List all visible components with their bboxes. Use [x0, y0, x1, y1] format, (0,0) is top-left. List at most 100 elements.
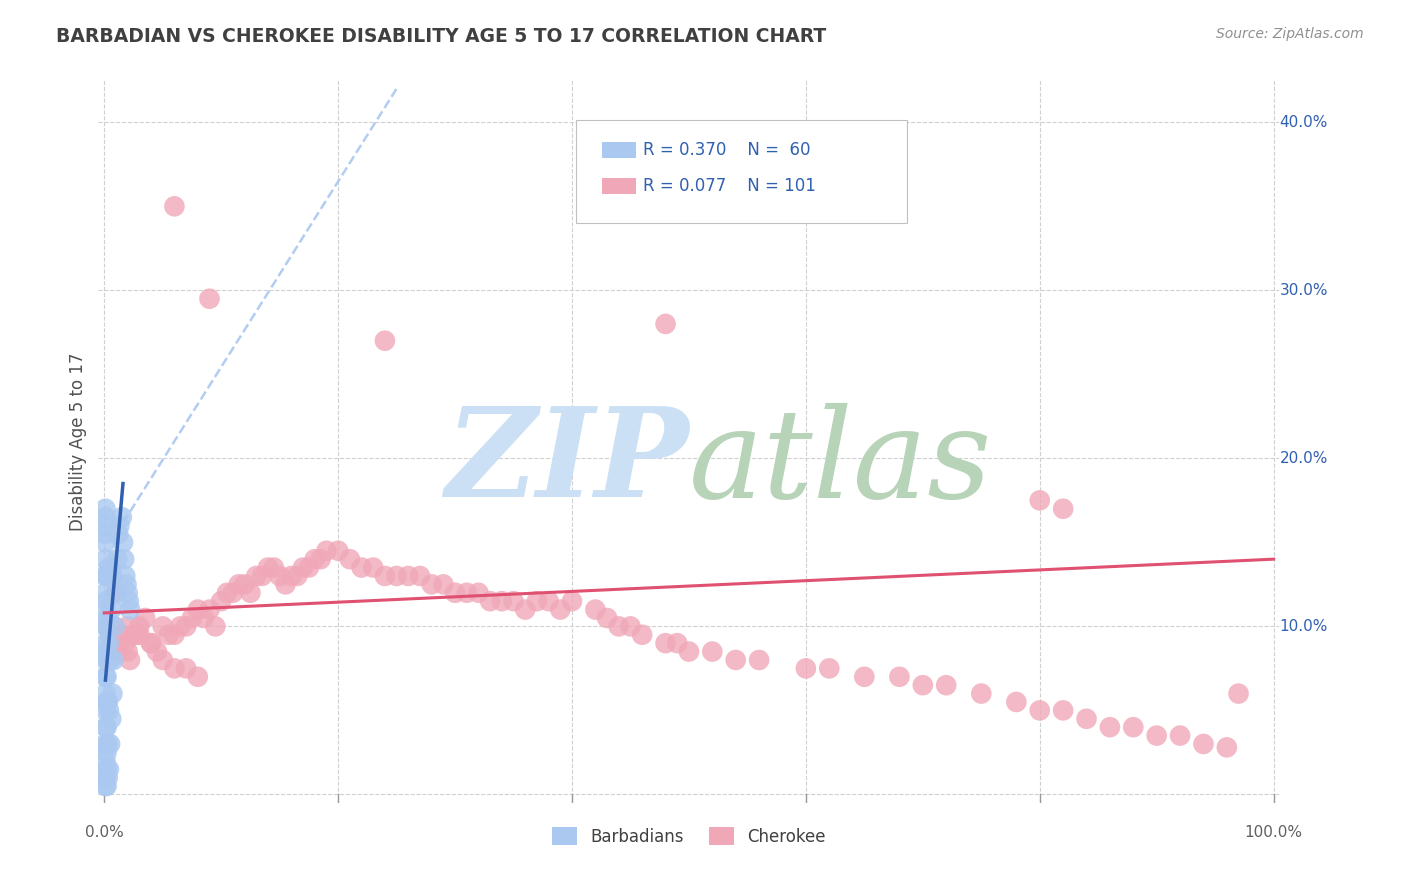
Point [204, 619, 226, 633]
Point [479, 594, 502, 608]
Point [678, 644, 700, 658]
Point [596, 611, 619, 625]
Point [245, 569, 267, 583]
Point [339, 552, 361, 566]
Point [128, 619, 150, 633]
Point [94, 552, 117, 566]
Point [94, 779, 117, 793]
Text: R = 0.370    N =  60: R = 0.370 N = 60 [643, 141, 810, 159]
Point [169, 619, 191, 633]
Text: 10.0%: 10.0% [1279, 619, 1327, 634]
Point [97, 611, 120, 625]
Point [298, 560, 321, 574]
Point [117, 586, 139, 600]
Point [94, 703, 117, 717]
Point [98, 737, 121, 751]
Point [467, 586, 489, 600]
Point [114, 569, 136, 583]
Text: R = 0.077    N = 101: R = 0.077 N = 101 [643, 177, 815, 194]
Point [1029, 493, 1052, 508]
Point [515, 602, 537, 616]
Point [187, 670, 209, 684]
Point [98, 628, 121, 642]
Point [97, 695, 120, 709]
Point [537, 594, 560, 608]
Point [97, 653, 120, 667]
Point [94, 737, 117, 751]
Point [432, 577, 454, 591]
Point [96, 670, 118, 684]
Text: 30.0%: 30.0% [1279, 283, 1327, 298]
Point [101, 569, 124, 583]
Point [304, 552, 326, 566]
Point [263, 560, 285, 574]
Point [96, 779, 118, 793]
Point [125, 628, 148, 642]
Point [94, 687, 117, 701]
Point [111, 510, 134, 524]
Point [94, 602, 117, 616]
Text: Source: ZipAtlas.com: Source: ZipAtlas.com [1216, 27, 1364, 41]
Point [1052, 501, 1074, 516]
Point [103, 619, 125, 633]
Point [152, 619, 174, 633]
Point [98, 653, 121, 667]
Point [104, 586, 127, 600]
Point [100, 712, 122, 726]
Point [702, 644, 724, 658]
Point [1216, 740, 1239, 755]
Point [112, 552, 135, 566]
Text: 0.0%: 0.0% [84, 824, 124, 839]
Point [94, 619, 117, 633]
Point [94, 510, 117, 524]
Point [561, 594, 583, 608]
Point [1227, 687, 1250, 701]
Point [1122, 720, 1144, 734]
Point [101, 687, 124, 701]
Point [315, 543, 337, 558]
Point [94, 636, 117, 650]
Point [583, 602, 606, 616]
Point [96, 720, 118, 734]
Point [456, 586, 478, 600]
Point [228, 577, 250, 591]
Point [502, 594, 524, 608]
Point [420, 577, 443, 591]
Point [1146, 729, 1168, 743]
Point [115, 577, 138, 591]
Point [96, 594, 118, 608]
Point [1098, 720, 1121, 734]
Point [97, 569, 120, 583]
Point [97, 560, 120, 574]
Point [654, 636, 676, 650]
Point [889, 670, 911, 684]
Point [409, 569, 432, 583]
Point [209, 594, 232, 608]
Point [607, 619, 630, 633]
Point [118, 602, 141, 616]
Point [111, 535, 134, 549]
Point [309, 552, 332, 566]
Point [181, 611, 204, 625]
Point [94, 771, 117, 785]
Point [94, 501, 117, 516]
Point [104, 619, 127, 633]
Point [152, 653, 174, 667]
Point [94, 535, 117, 549]
Point [198, 292, 221, 306]
Point [103, 653, 125, 667]
Point [257, 560, 280, 574]
Point [374, 334, 396, 348]
Text: ZIP: ZIP [446, 402, 689, 524]
Point [104, 636, 127, 650]
Point [94, 586, 117, 600]
Legend: Barbadians, Cherokee: Barbadians, Cherokee [546, 821, 832, 852]
Point [239, 586, 262, 600]
Point [94, 518, 117, 533]
Point [174, 619, 197, 633]
Point [94, 720, 117, 734]
Point [94, 653, 117, 667]
Text: atlas: atlas [689, 402, 993, 524]
Point [107, 527, 129, 541]
Point [269, 569, 291, 583]
